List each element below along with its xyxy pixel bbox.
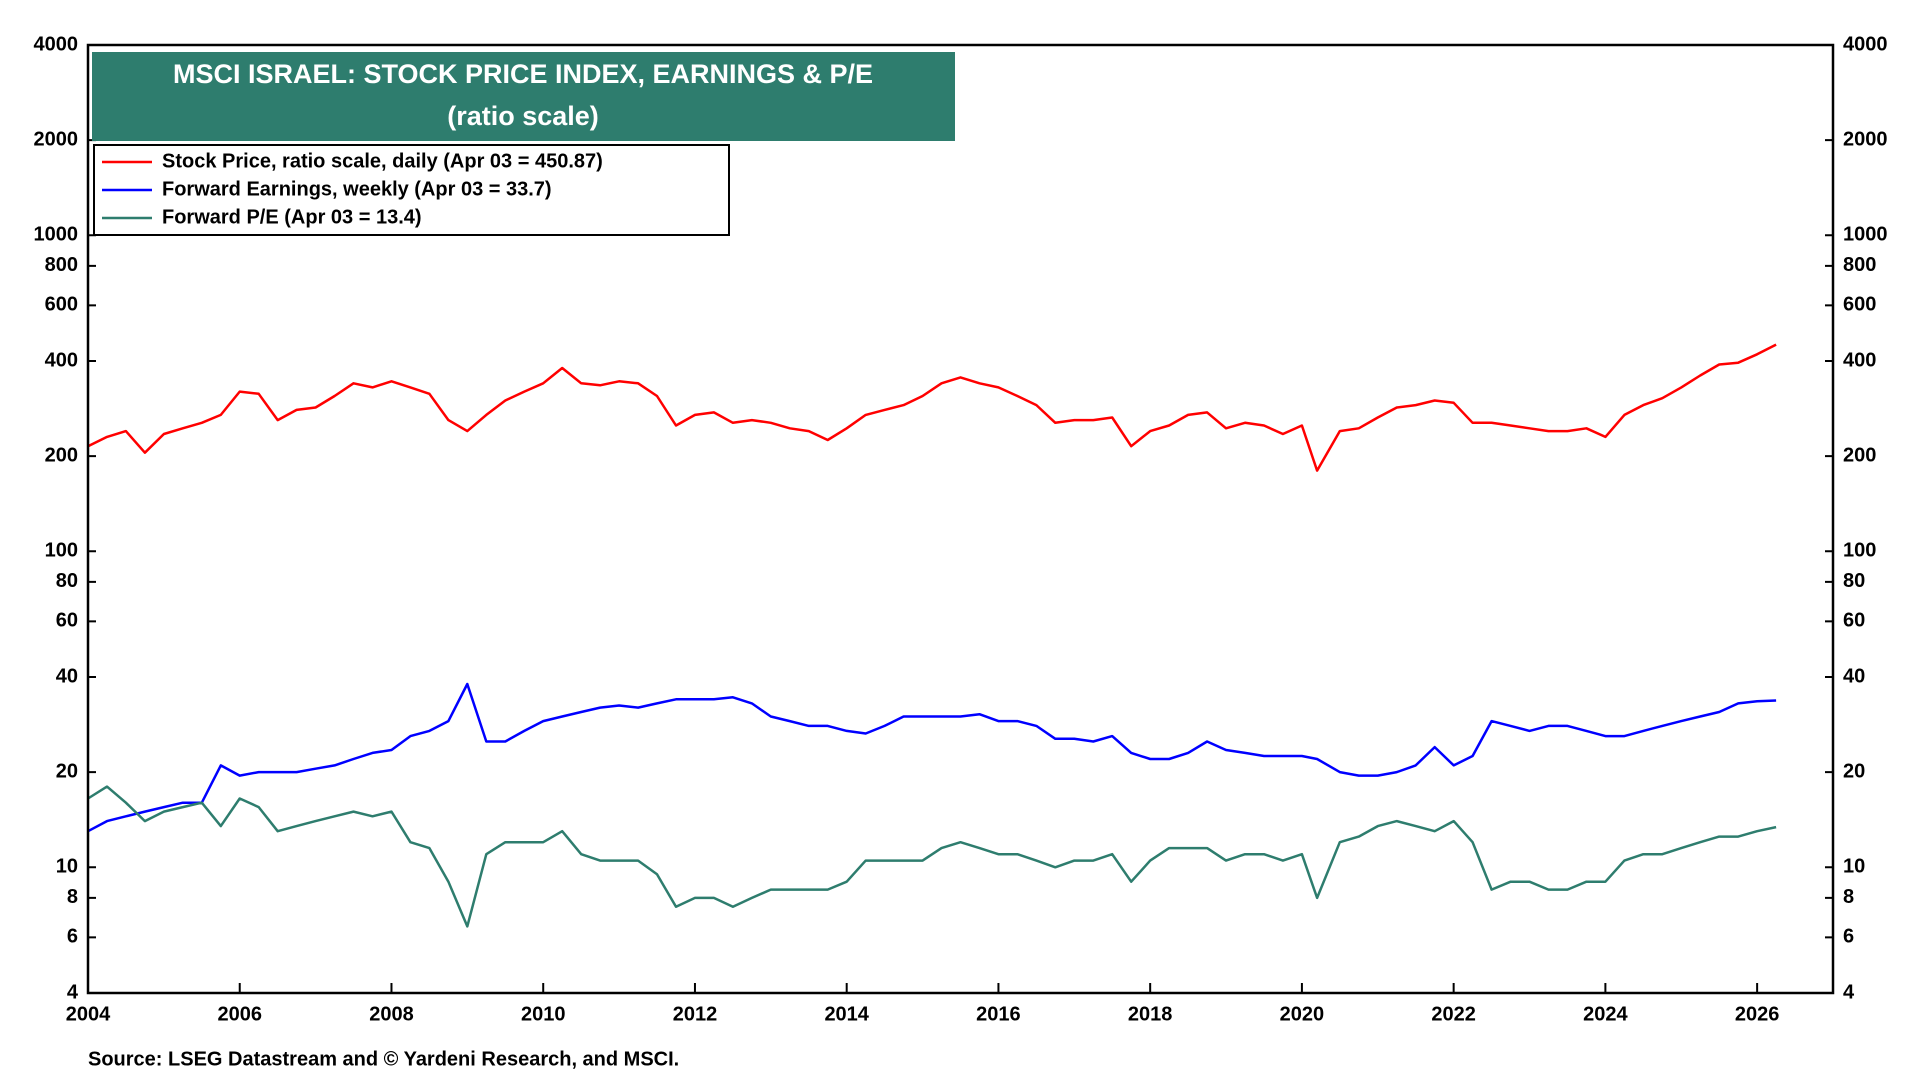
- series-line: [87, 343, 1777, 472]
- y2-tick-label: 40: [1843, 665, 1865, 687]
- y-tick-label: 200: [45, 444, 78, 466]
- y-tick-label: 1000: [34, 224, 79, 246]
- y2-tick-label: 1000: [1843, 224, 1888, 246]
- y2-tick-label: 10: [1843, 856, 1865, 878]
- x-tick-label: 2010: [521, 1003, 566, 1025]
- y2-tick-label: 2000: [1843, 128, 1888, 150]
- y2-tick-label: 8: [1843, 886, 1854, 908]
- x-tick-label: 2016: [976, 1003, 1021, 1025]
- y2-tick-label: 4: [1843, 981, 1855, 1003]
- y-tick-label: 60: [56, 610, 78, 632]
- chart-title: MSCI ISRAEL: STOCK PRICE INDEX, EARNINGS…: [173, 59, 873, 89]
- y2-tick-label: 6: [1843, 926, 1854, 948]
- x-tick-label: 2008: [369, 1003, 414, 1025]
- y2-tick-label: 200: [1843, 444, 1876, 466]
- y2-tick-label: 800: [1843, 254, 1876, 276]
- y-tick-label: 100: [45, 540, 78, 562]
- y-tick-label: 400: [45, 349, 78, 371]
- y-tick-label: 2000: [34, 128, 79, 150]
- legend-label: Forward P/E (Apr 03 = 13.4): [162, 206, 422, 228]
- y-tick-label: 4000: [34, 33, 79, 55]
- y-tick-label: 80: [56, 570, 78, 592]
- y2-tick-label: 60: [1843, 610, 1865, 632]
- y-tick-label: 10: [56, 856, 78, 878]
- y2-tick-label: 20: [1843, 760, 1865, 782]
- x-tick-label: 2026: [1735, 1003, 1780, 1025]
- x-tick-label: 2020: [1280, 1003, 1325, 1025]
- y-tick-label: 40: [56, 665, 78, 687]
- source-note: Source: LSEG Datastream and © Yardeni Re…: [88, 1048, 679, 1070]
- x-tick-label: 2024: [1583, 1003, 1628, 1025]
- x-tick-label: 2012: [673, 1003, 718, 1025]
- y2-tick-label: 80: [1843, 570, 1865, 592]
- y-tick-label: 600: [45, 294, 78, 316]
- y-tick-label: 4: [67, 981, 79, 1003]
- title-box: [92, 52, 955, 141]
- y2-tick-label: 4000: [1843, 33, 1888, 55]
- series-line: [87, 682, 1777, 833]
- legend-label: Forward Earnings, weekly (Apr 03 = 33.7): [162, 178, 552, 200]
- y-tick-label: 20: [56, 760, 78, 782]
- y-tick-label: 800: [45, 254, 78, 276]
- series-line: [87, 785, 1777, 928]
- x-tick-label: 2014: [824, 1003, 869, 1025]
- legend-label: Stock Price, ratio scale, daily (Apr 03 …: [162, 150, 603, 172]
- x-tick-label: 2006: [217, 1003, 262, 1025]
- y2-tick-label: 600: [1843, 294, 1876, 316]
- chart-subtitle: (ratio scale): [447, 101, 599, 131]
- x-tick-label: 2022: [1431, 1003, 1476, 1025]
- y2-tick-label: 100: [1843, 540, 1876, 562]
- y2-tick-label: 400: [1843, 349, 1876, 371]
- x-tick-label: 2018: [1128, 1003, 1173, 1025]
- y-tick-label: 6: [67, 926, 78, 948]
- legend-box: [93, 144, 730, 236]
- plot-frame: [86, 43, 1835, 995]
- y-tick-label: 8: [67, 886, 78, 908]
- x-tick-label: 2004: [66, 1003, 111, 1025]
